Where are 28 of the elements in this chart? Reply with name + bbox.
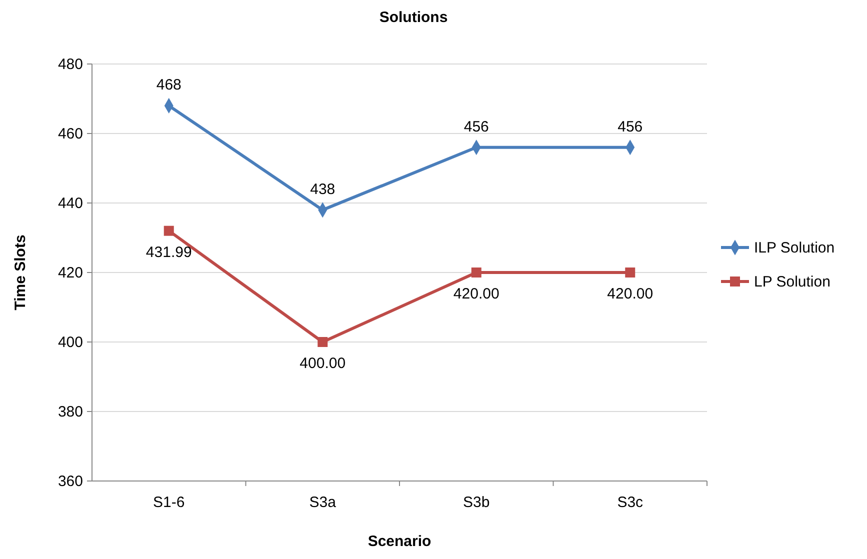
- chart-title: Solutions: [379, 9, 448, 26]
- x-tick-label: S1-6: [153, 494, 185, 511]
- data-label: 456: [618, 118, 643, 136]
- x-tick-label: S3a: [309, 494, 337, 511]
- y-tick-label: 400: [58, 334, 83, 351]
- y-tick-label: 360: [58, 473, 83, 490]
- y-tick-label: 420: [58, 264, 83, 282]
- data-label: 420.00: [607, 286, 654, 302]
- y-tick-label: 440: [58, 195, 83, 212]
- x-tick-label: S3b: [463, 494, 490, 511]
- data-label: 420.00: [453, 286, 500, 302]
- point: [164, 226, 174, 236]
- y-tick-label: 380: [58, 404, 83, 420]
- data-label: 431.99: [146, 244, 192, 261]
- point: [318, 337, 328, 347]
- data-label: 456: [464, 118, 489, 136]
- data-label: 468: [156, 76, 182, 94]
- data-label: 400.00: [300, 355, 346, 372]
- y-tick-label: 480: [58, 56, 83, 73]
- point: [471, 268, 482, 278]
- legend-label: ILP Solution: [754, 240, 835, 256]
- y-axis-title: Time Slots: [12, 234, 29, 310]
- legend-label: LP Solution: [754, 274, 830, 290]
- data-label: 438: [310, 180, 336, 198]
- point: [625, 268, 636, 278]
- y-tick-label: 460: [58, 126, 83, 142]
- x-axis-title: Scenario: [368, 533, 432, 550]
- x-tick-label: S3c: [617, 494, 644, 511]
